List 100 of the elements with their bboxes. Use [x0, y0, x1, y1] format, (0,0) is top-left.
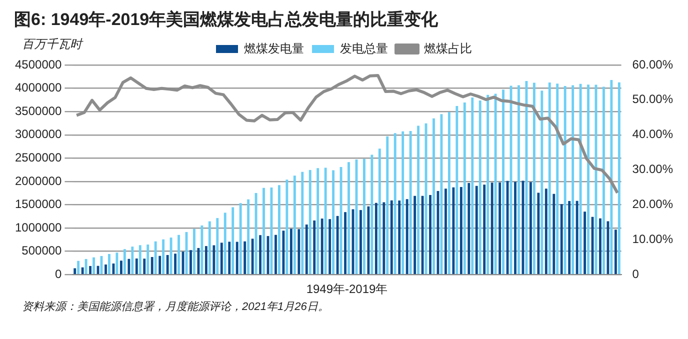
- bar: [556, 84, 559, 274]
- bar: [278, 185, 280, 274]
- x-axis-title: 1949年-2019年: [306, 282, 388, 296]
- bar: [204, 246, 208, 274]
- bar: [104, 264, 107, 274]
- bar: [262, 188, 265, 274]
- bar: [162, 239, 165, 274]
- bar: [274, 234, 277, 274]
- bar: [298, 229, 300, 274]
- bar: [143, 258, 146, 274]
- bar: [332, 170, 335, 274]
- bar: [308, 170, 312, 274]
- y-tick-label: 500000: [22, 244, 62, 258]
- bar: [362, 158, 366, 274]
- bar: [120, 260, 122, 274]
- y-tick-label: 1000000: [15, 220, 62, 234]
- bar: [471, 98, 474, 274]
- bar: [460, 186, 462, 274]
- bar: [386, 136, 389, 274]
- bar: [483, 184, 486, 274]
- bar: [190, 250, 192, 274]
- bar: [618, 82, 620, 274]
- bar: [463, 102, 466, 274]
- bar: [456, 106, 458, 274]
- y2-tick-label: 40.00%: [632, 127, 674, 142]
- bar: [514, 182, 516, 274]
- bar: [128, 258, 130, 274]
- chart-title: 图6: 1949年-2019年美国燃煤发电占总发电量的比重变化: [14, 9, 440, 31]
- y2-tick-label: 10.00%: [632, 232, 674, 246]
- bar: [228, 242, 231, 274]
- text: 资料来源：美国能源信息署，月度能源评论，2021年1月26日。: [22, 300, 330, 314]
- bar: [328, 219, 332, 274]
- bar: [320, 218, 324, 274]
- y-tick-label: 3000000: [15, 127, 62, 142]
- bar: [200, 225, 204, 274]
- bar: [290, 228, 292, 274]
- bar: [193, 228, 196, 274]
- legend-label: 发电总量: [340, 41, 388, 56]
- bar: [444, 188, 447, 274]
- y-axis-title: 百万千瓦时: [22, 36, 82, 53]
- bar: [568, 200, 571, 274]
- bar: [475, 186, 478, 274]
- bar: [544, 188, 548, 274]
- y-tick-label: 4000000: [15, 80, 62, 95]
- bar: [390, 200, 393, 274]
- bar: [81, 267, 84, 274]
- bar: [398, 200, 401, 274]
- bar: [324, 168, 327, 274]
- bar: [158, 256, 162, 274]
- y-tick-label: 1500000: [15, 197, 62, 212]
- bar: [360, 210, 362, 274]
- y-tick-label: 3500000: [15, 104, 62, 118]
- bar: [348, 162, 350, 274]
- bar: [602, 86, 605, 274]
- bar: [486, 94, 490, 274]
- bar: [502, 90, 504, 274]
- bar: [232, 207, 234, 274]
- bar: [402, 131, 404, 274]
- y-tick-label: 0: [55, 266, 62, 281]
- bar: [138, 245, 142, 274]
- bar: [378, 148, 381, 274]
- bar: [448, 112, 450, 274]
- bar: [224, 212, 226, 274]
- bar: [370, 154, 374, 274]
- bar: [77, 260, 80, 274]
- y-tick-label: 4500000: [15, 57, 62, 72]
- bar: [614, 230, 617, 274]
- bar: [417, 126, 420, 274]
- bar: [572, 85, 574, 274]
- y2-tick-label: 60.00%: [632, 57, 674, 72]
- bar: [84, 259, 88, 274]
- bar: [170, 238, 172, 274]
- bar: [367, 206, 370, 274]
- bar: [421, 196, 424, 274]
- y-tick-label: 2000000: [15, 174, 62, 188]
- bar: [293, 176, 296, 274]
- bar: [154, 241, 157, 274]
- bar: [374, 202, 378, 274]
- bar: [150, 256, 154, 274]
- bar: [108, 254, 110, 274]
- bar: [584, 212, 586, 274]
- bar: [131, 246, 134, 274]
- bar: [537, 192, 540, 274]
- bar: [394, 133, 396, 274]
- bar: [576, 200, 578, 274]
- bar: [599, 218, 602, 274]
- bar: [178, 234, 180, 274]
- bar: [529, 182, 532, 274]
- bar: [610, 80, 613, 274]
- y2-tick-label: 30.00%: [632, 162, 674, 176]
- bar: [313, 220, 316, 274]
- y2-tick-label: 20.00%: [632, 197, 674, 212]
- y-tick-label: 2500000: [15, 150, 62, 164]
- bar: [174, 254, 177, 274]
- bar: [135, 258, 138, 274]
- bar: [259, 235, 262, 274]
- bar: [220, 242, 223, 274]
- bar: [494, 94, 497, 274]
- bar: [409, 130, 412, 274]
- legend-label: 燃煤发电量: [244, 41, 304, 56]
